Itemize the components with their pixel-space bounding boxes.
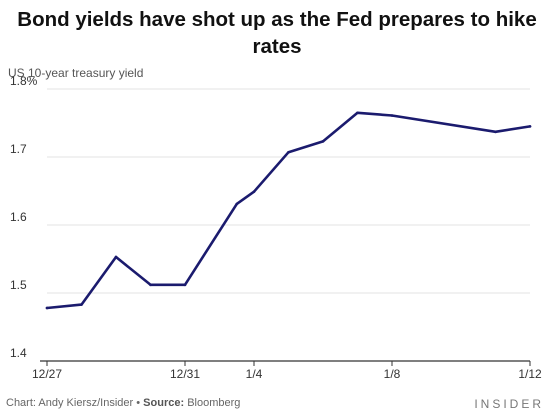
data-point	[183, 283, 187, 287]
series-line	[45, 111, 532, 310]
footer-credit: Chart: Andy Kiersz/Insider • Source: Blo…	[6, 397, 240, 409]
data-point	[80, 303, 83, 306]
data-point	[356, 111, 359, 115]
data-point	[149, 283, 152, 287]
insider-logo: INSIDER	[474, 397, 544, 411]
data-point	[114, 255, 118, 259]
y-tick-label: 1.5	[10, 278, 27, 292]
data-point	[45, 306, 49, 310]
data-point	[494, 130, 497, 134]
data-point	[252, 190, 256, 193]
chart-title: Bond yields have shot up as the Fed prep…	[17, 8, 537, 58]
source-prefix: Source:	[143, 397, 185, 409]
credit-separator: •	[136, 397, 141, 409]
x-tick-label: 12/27	[32, 367, 62, 381]
x-tick-label: 1/12	[518, 367, 542, 381]
data-point	[528, 125, 532, 128]
x-tick-label: 1/4	[246, 367, 263, 381]
data-point	[390, 114, 394, 117]
x-tick-label: 12/31	[170, 367, 200, 381]
chart-credit-prefix: Chart:	[6, 397, 36, 409]
y-tick-label: 1.7	[10, 142, 27, 156]
data-point	[235, 202, 239, 206]
data-point	[287, 150, 290, 154]
y-tick-label: 1.4	[10, 346, 27, 360]
y-tick-label: 1.8%	[10, 74, 38, 88]
chart-credit: Andy Kiersz/Insider	[38, 397, 134, 409]
x-tick-label: 1/8	[384, 367, 401, 381]
data-point	[321, 140, 325, 143]
y-axis-label: US 10-year treasury yield	[8, 66, 144, 80]
source-name: Bloomberg	[187, 397, 241, 409]
y-tick-label: 1.6	[10, 210, 27, 224]
